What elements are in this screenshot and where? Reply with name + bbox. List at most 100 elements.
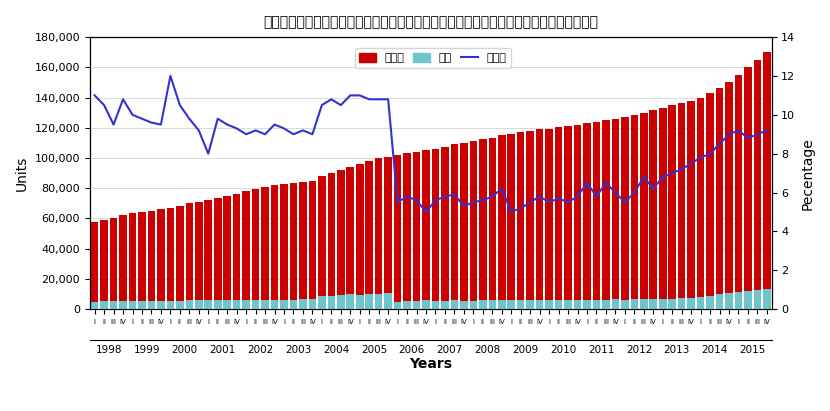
Bar	[290, 300, 297, 309]
Bar	[365, 161, 373, 309]
Bar	[554, 300, 563, 309]
Legend: 総戸数, 空室, 空室率: 総戸数, 空室, 空室率	[354, 48, 510, 68]
Bar	[725, 293, 733, 309]
Bar	[393, 302, 402, 309]
Bar	[393, 155, 402, 309]
Bar	[545, 300, 553, 309]
Bar	[745, 67, 752, 309]
Bar	[129, 213, 136, 309]
Bar	[451, 300, 458, 309]
Bar	[204, 300, 212, 309]
Bar	[318, 296, 325, 309]
Bar	[631, 115, 638, 309]
Bar	[602, 300, 610, 309]
Bar	[233, 300, 241, 309]
Bar	[678, 103, 686, 309]
Bar	[574, 125, 581, 309]
Bar	[612, 299, 619, 309]
Bar	[668, 105, 676, 309]
X-axis label: Years: Years	[409, 357, 452, 372]
Bar	[697, 297, 705, 309]
Bar	[602, 120, 610, 309]
Bar	[593, 122, 600, 309]
Bar	[90, 222, 99, 309]
Bar	[204, 200, 212, 309]
Bar	[649, 299, 657, 309]
Bar	[442, 300, 449, 309]
Bar	[754, 60, 761, 309]
Bar	[422, 150, 430, 309]
Bar	[384, 157, 392, 309]
Bar	[517, 132, 525, 309]
Bar	[195, 202, 203, 309]
Bar	[148, 301, 155, 309]
Bar	[422, 300, 430, 309]
Bar	[186, 203, 193, 309]
Bar	[242, 300, 250, 309]
Bar	[281, 184, 288, 309]
Bar	[536, 300, 544, 309]
Bar	[715, 294, 723, 309]
Bar	[214, 198, 222, 309]
Bar	[564, 300, 572, 309]
Bar	[678, 298, 686, 309]
Bar	[470, 300, 477, 309]
Bar	[299, 182, 307, 309]
Bar	[309, 299, 316, 309]
Bar	[328, 173, 335, 309]
Bar	[233, 194, 241, 309]
Bar	[223, 300, 231, 309]
Bar	[110, 218, 117, 309]
Bar	[659, 299, 666, 309]
Bar	[100, 301, 108, 309]
Bar	[138, 212, 146, 309]
Bar	[167, 301, 174, 309]
Bar	[498, 135, 505, 309]
Bar	[687, 298, 695, 309]
Bar	[309, 181, 316, 309]
Bar	[375, 158, 383, 309]
Bar	[195, 300, 203, 309]
Bar	[337, 295, 344, 309]
Bar	[242, 191, 250, 309]
Bar	[120, 301, 127, 309]
Bar	[536, 129, 544, 309]
Bar	[176, 206, 183, 309]
Bar	[526, 300, 534, 309]
Bar	[214, 300, 222, 309]
Bar	[365, 294, 373, 309]
Bar	[223, 196, 231, 309]
Bar	[451, 144, 458, 309]
Bar	[725, 83, 733, 309]
Bar	[157, 209, 164, 309]
Bar	[479, 300, 486, 309]
Bar	[763, 289, 770, 309]
Bar	[346, 167, 354, 309]
Bar	[479, 139, 486, 309]
Bar	[631, 299, 638, 309]
Bar	[460, 143, 467, 309]
Bar	[110, 301, 117, 309]
Bar	[375, 294, 383, 309]
Bar	[90, 302, 99, 309]
Bar	[318, 176, 325, 309]
Bar	[659, 108, 666, 309]
Bar	[167, 208, 174, 309]
Bar	[442, 147, 449, 309]
Bar	[564, 126, 572, 309]
Bar	[346, 294, 354, 309]
Bar	[299, 299, 307, 309]
Bar	[489, 300, 496, 309]
Bar	[432, 149, 439, 309]
Title: コンドミニアム総戸数推移（アパート並びに戸建て、セミディタッチ、テラスは含まず）: コンドミニアム総戸数推移（アパート並びに戸建て、セミディタッチ、テラスは含まず）	[263, 15, 598, 29]
Y-axis label: Pecentage: Pecentage	[801, 137, 815, 210]
Bar	[337, 170, 344, 309]
Bar	[489, 138, 496, 309]
Bar	[706, 296, 714, 309]
Bar	[735, 292, 742, 309]
Bar	[403, 153, 411, 309]
Bar	[403, 301, 411, 309]
Bar	[251, 300, 260, 309]
Bar	[583, 123, 591, 309]
Bar	[697, 97, 705, 309]
